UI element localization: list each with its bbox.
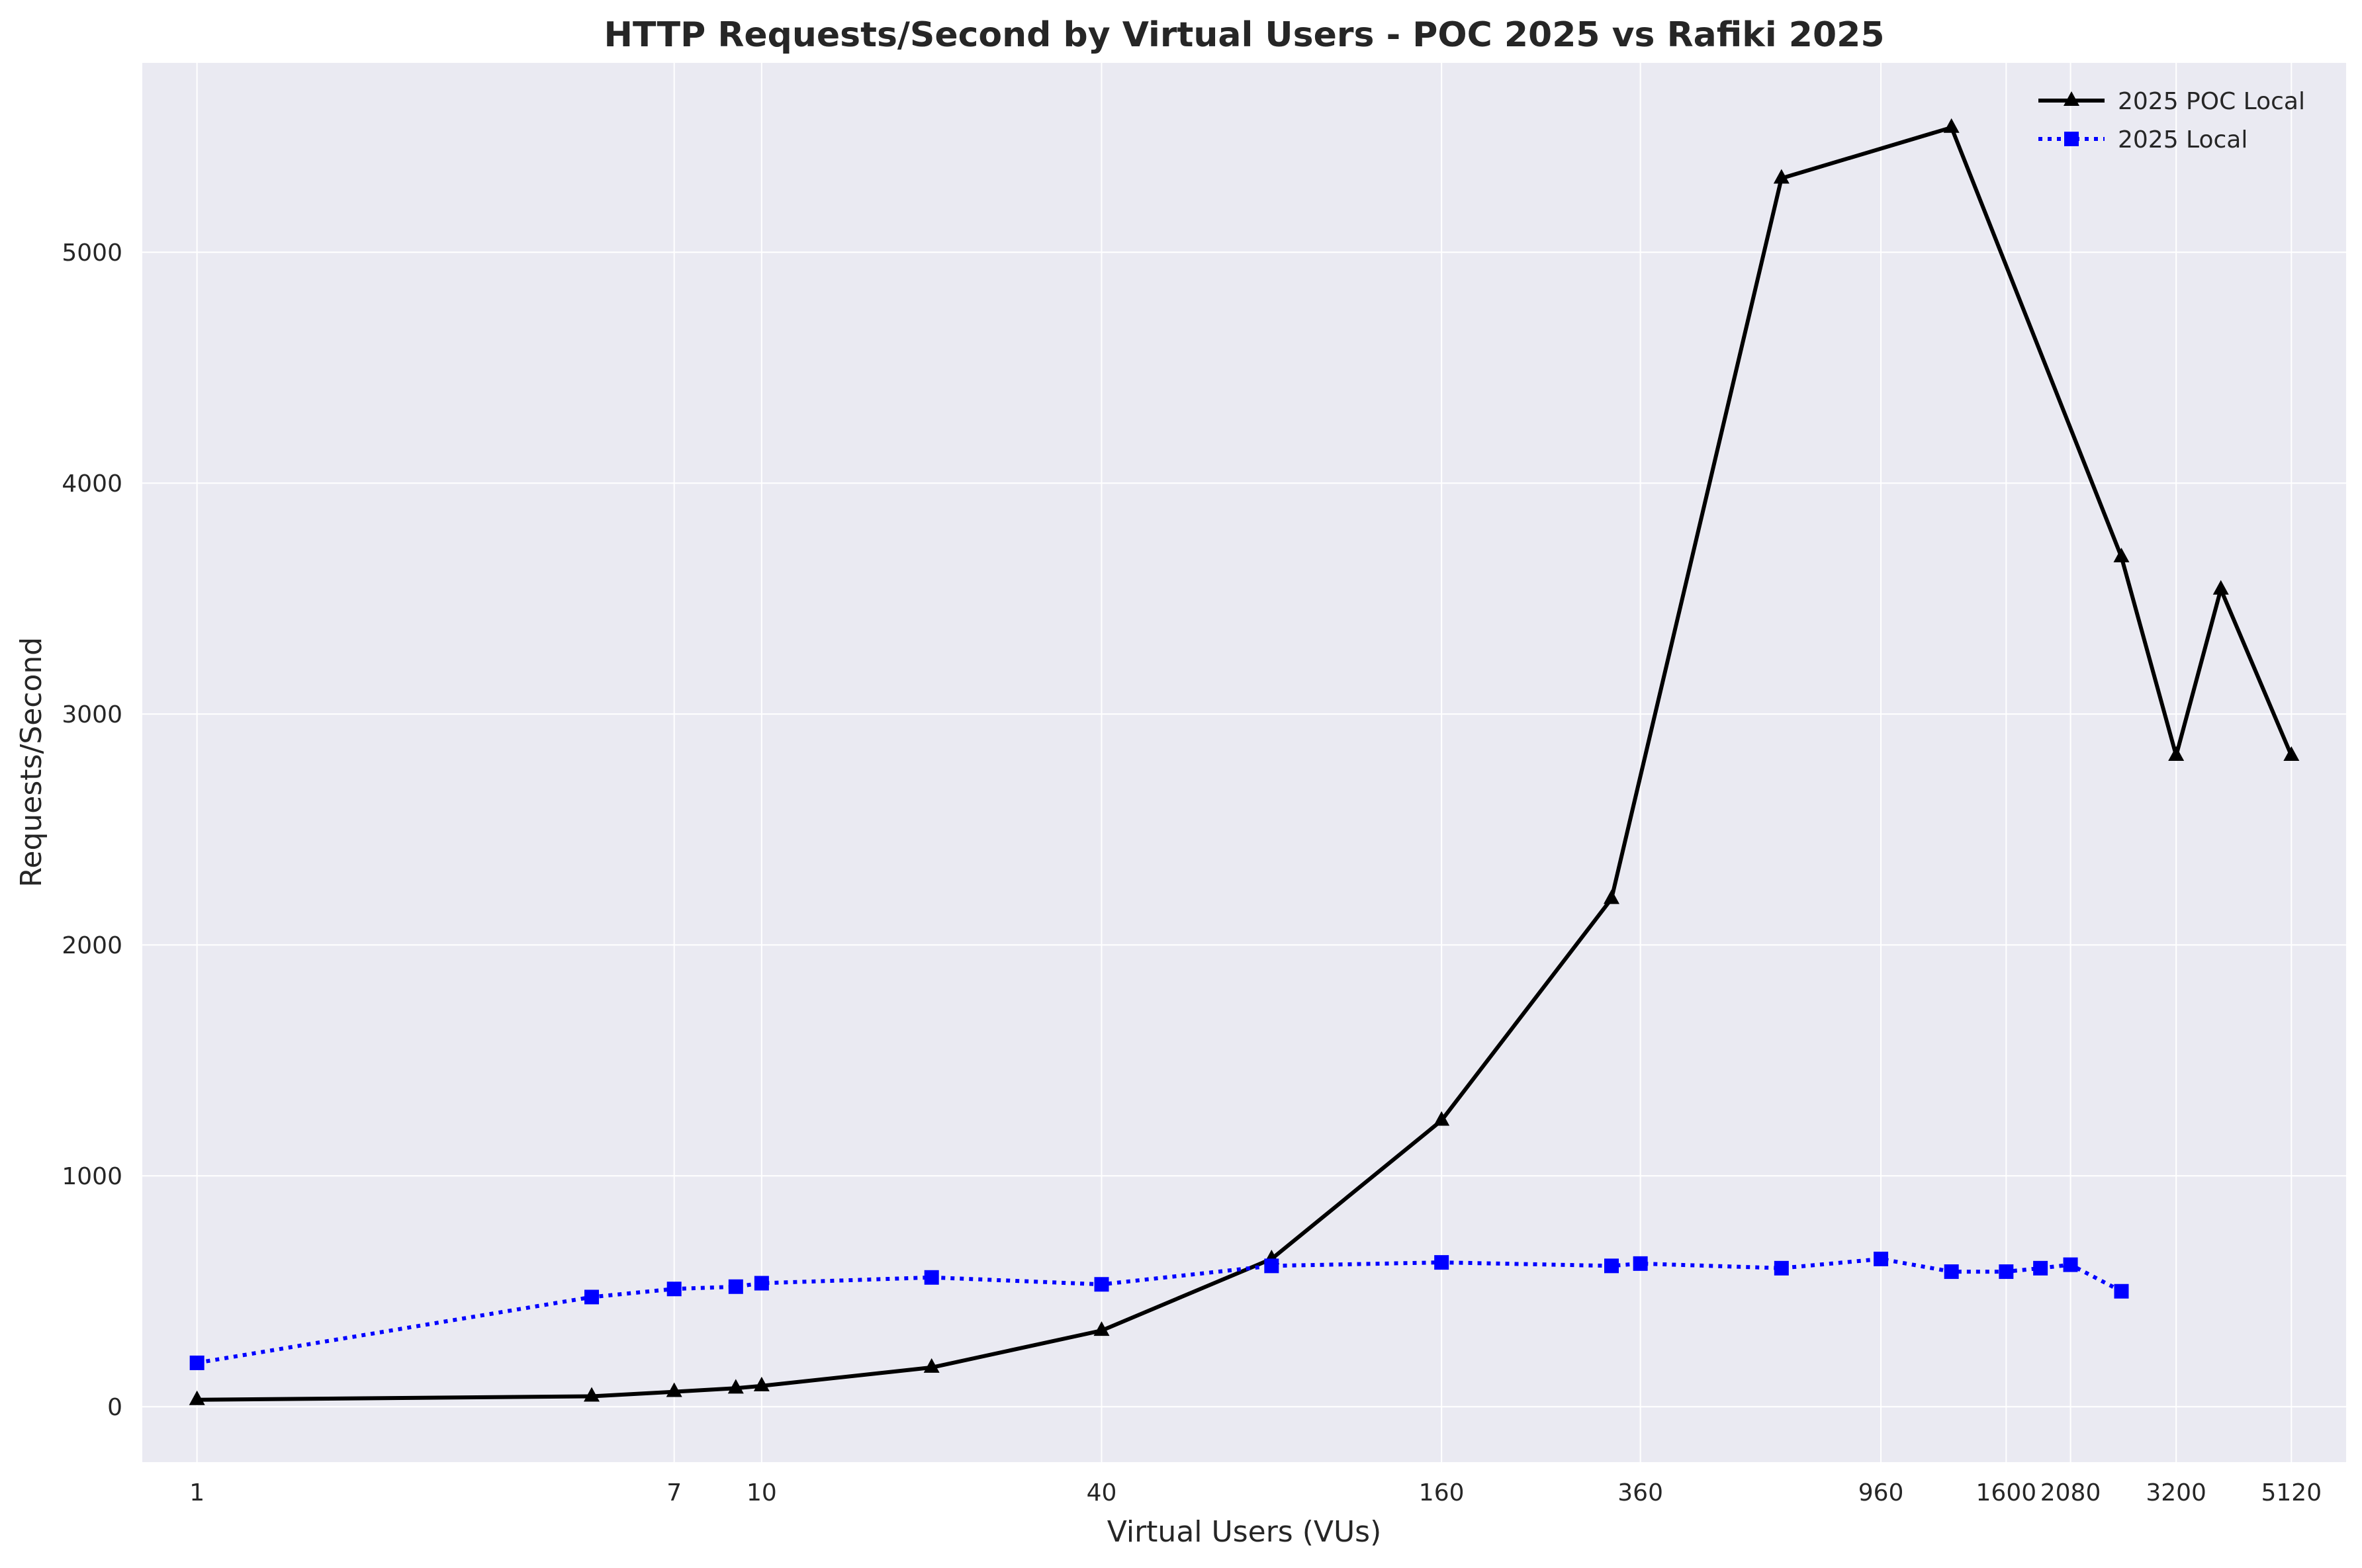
x-tick-label: 40	[1087, 1479, 1117, 1506]
data-point-triangle	[2113, 547, 2130, 562]
legend-marker-local	[2064, 132, 2079, 146]
data-point-square	[728, 1279, 743, 1294]
data-point-triangle	[1604, 889, 1619, 904]
data-point-triangle	[2283, 746, 2300, 762]
x-tick-label: 10	[747, 1479, 777, 1506]
data-point-square	[924, 1270, 939, 1285]
x-tick-label: 360	[1617, 1479, 1663, 1506]
y-tick-label: 2000	[62, 932, 122, 959]
legend-label-poc: 2025 POC Local	[2118, 88, 2305, 115]
grid-lines	[142, 63, 2346, 1462]
data-point-square	[1604, 1258, 1619, 1274]
data-point-square	[1874, 1251, 1889, 1266]
x-tick-label: 1600	[1976, 1479, 2037, 1506]
y-axis-label: Requests/Second	[15, 637, 48, 887]
x-axis-label: Virtual Users (VUs)	[1107, 1515, 1382, 1549]
data-point-square	[1999, 1264, 2014, 1280]
data-point-triangle	[584, 1387, 600, 1402]
data-point-square	[1633, 1256, 1648, 1271]
data-point-triangle	[189, 1390, 205, 1405]
data-point-triangle	[2212, 580, 2229, 595]
series-line	[197, 125, 2294, 1402]
legend-marker-poc	[2064, 91, 2079, 106]
tick-labels: 1 7 10 40 160 360 960 1600 2080 3200 5120 0 1000 2000…	[62, 240, 2322, 1506]
y-tick-label: 3000	[62, 701, 122, 728]
series-layer	[189, 118, 2300, 1405]
legend-label-local: 2025 Local	[2118, 126, 2248, 153]
x-tick-label: 5120	[2261, 1479, 2322, 1506]
data-point-triangle	[1773, 169, 1790, 184]
y-tick-label: 0	[107, 1394, 122, 1421]
y-tick-label: 5000	[62, 240, 122, 267]
data-point-triangle	[666, 1382, 682, 1397]
plot-area	[142, 63, 2346, 1462]
data-point-square	[2063, 1257, 2078, 1272]
data-point-square	[1944, 1264, 1959, 1280]
y-tick-label: 1000	[62, 1163, 122, 1190]
x-tick-label: 1	[189, 1479, 204, 1506]
x-tick-label: 160	[1419, 1479, 1465, 1506]
series-local	[189, 1251, 2129, 1370]
data-point-square	[1774, 1260, 1789, 1276]
data-point-square	[666, 1282, 682, 1297]
data-point-triangle	[727, 1379, 744, 1394]
data-point-triangle	[1433, 1111, 1450, 1126]
data-point-square	[1094, 1277, 1109, 1292]
data-point-triangle	[753, 1376, 770, 1391]
y-tick-label: 4000	[62, 470, 122, 498]
data-point-triangle	[1943, 118, 1960, 133]
data-point-square	[2033, 1260, 2048, 1276]
data-point-square	[1264, 1258, 1279, 1274]
data-point-square	[189, 1355, 204, 1370]
data-point-square	[2114, 1284, 2129, 1299]
x-tick-label: 960	[1858, 1479, 1904, 1506]
legend: 2025 POC Local 2025 Local	[2038, 88, 2305, 153]
data-point-triangle	[923, 1358, 940, 1373]
data-point-triangle	[2168, 746, 2185, 762]
series-line	[197, 1256, 2122, 1365]
data-point-square	[1434, 1255, 1449, 1270]
legend-entry-poc: 2025 POC Local	[2038, 88, 2305, 115]
x-tick-label: 7	[666, 1479, 682, 1506]
data-point-square	[754, 1276, 769, 1291]
legend-entry-local: 2025 Local	[2038, 126, 2248, 153]
chart-title: HTTP Requests/Second by Virtual Users - …	[604, 15, 1884, 55]
x-tick-label: 2080	[2040, 1479, 2101, 1506]
x-tick-label: 3200	[2146, 1479, 2206, 1506]
data-point-triangle	[1093, 1321, 1110, 1336]
data-point-square	[584, 1289, 600, 1305]
